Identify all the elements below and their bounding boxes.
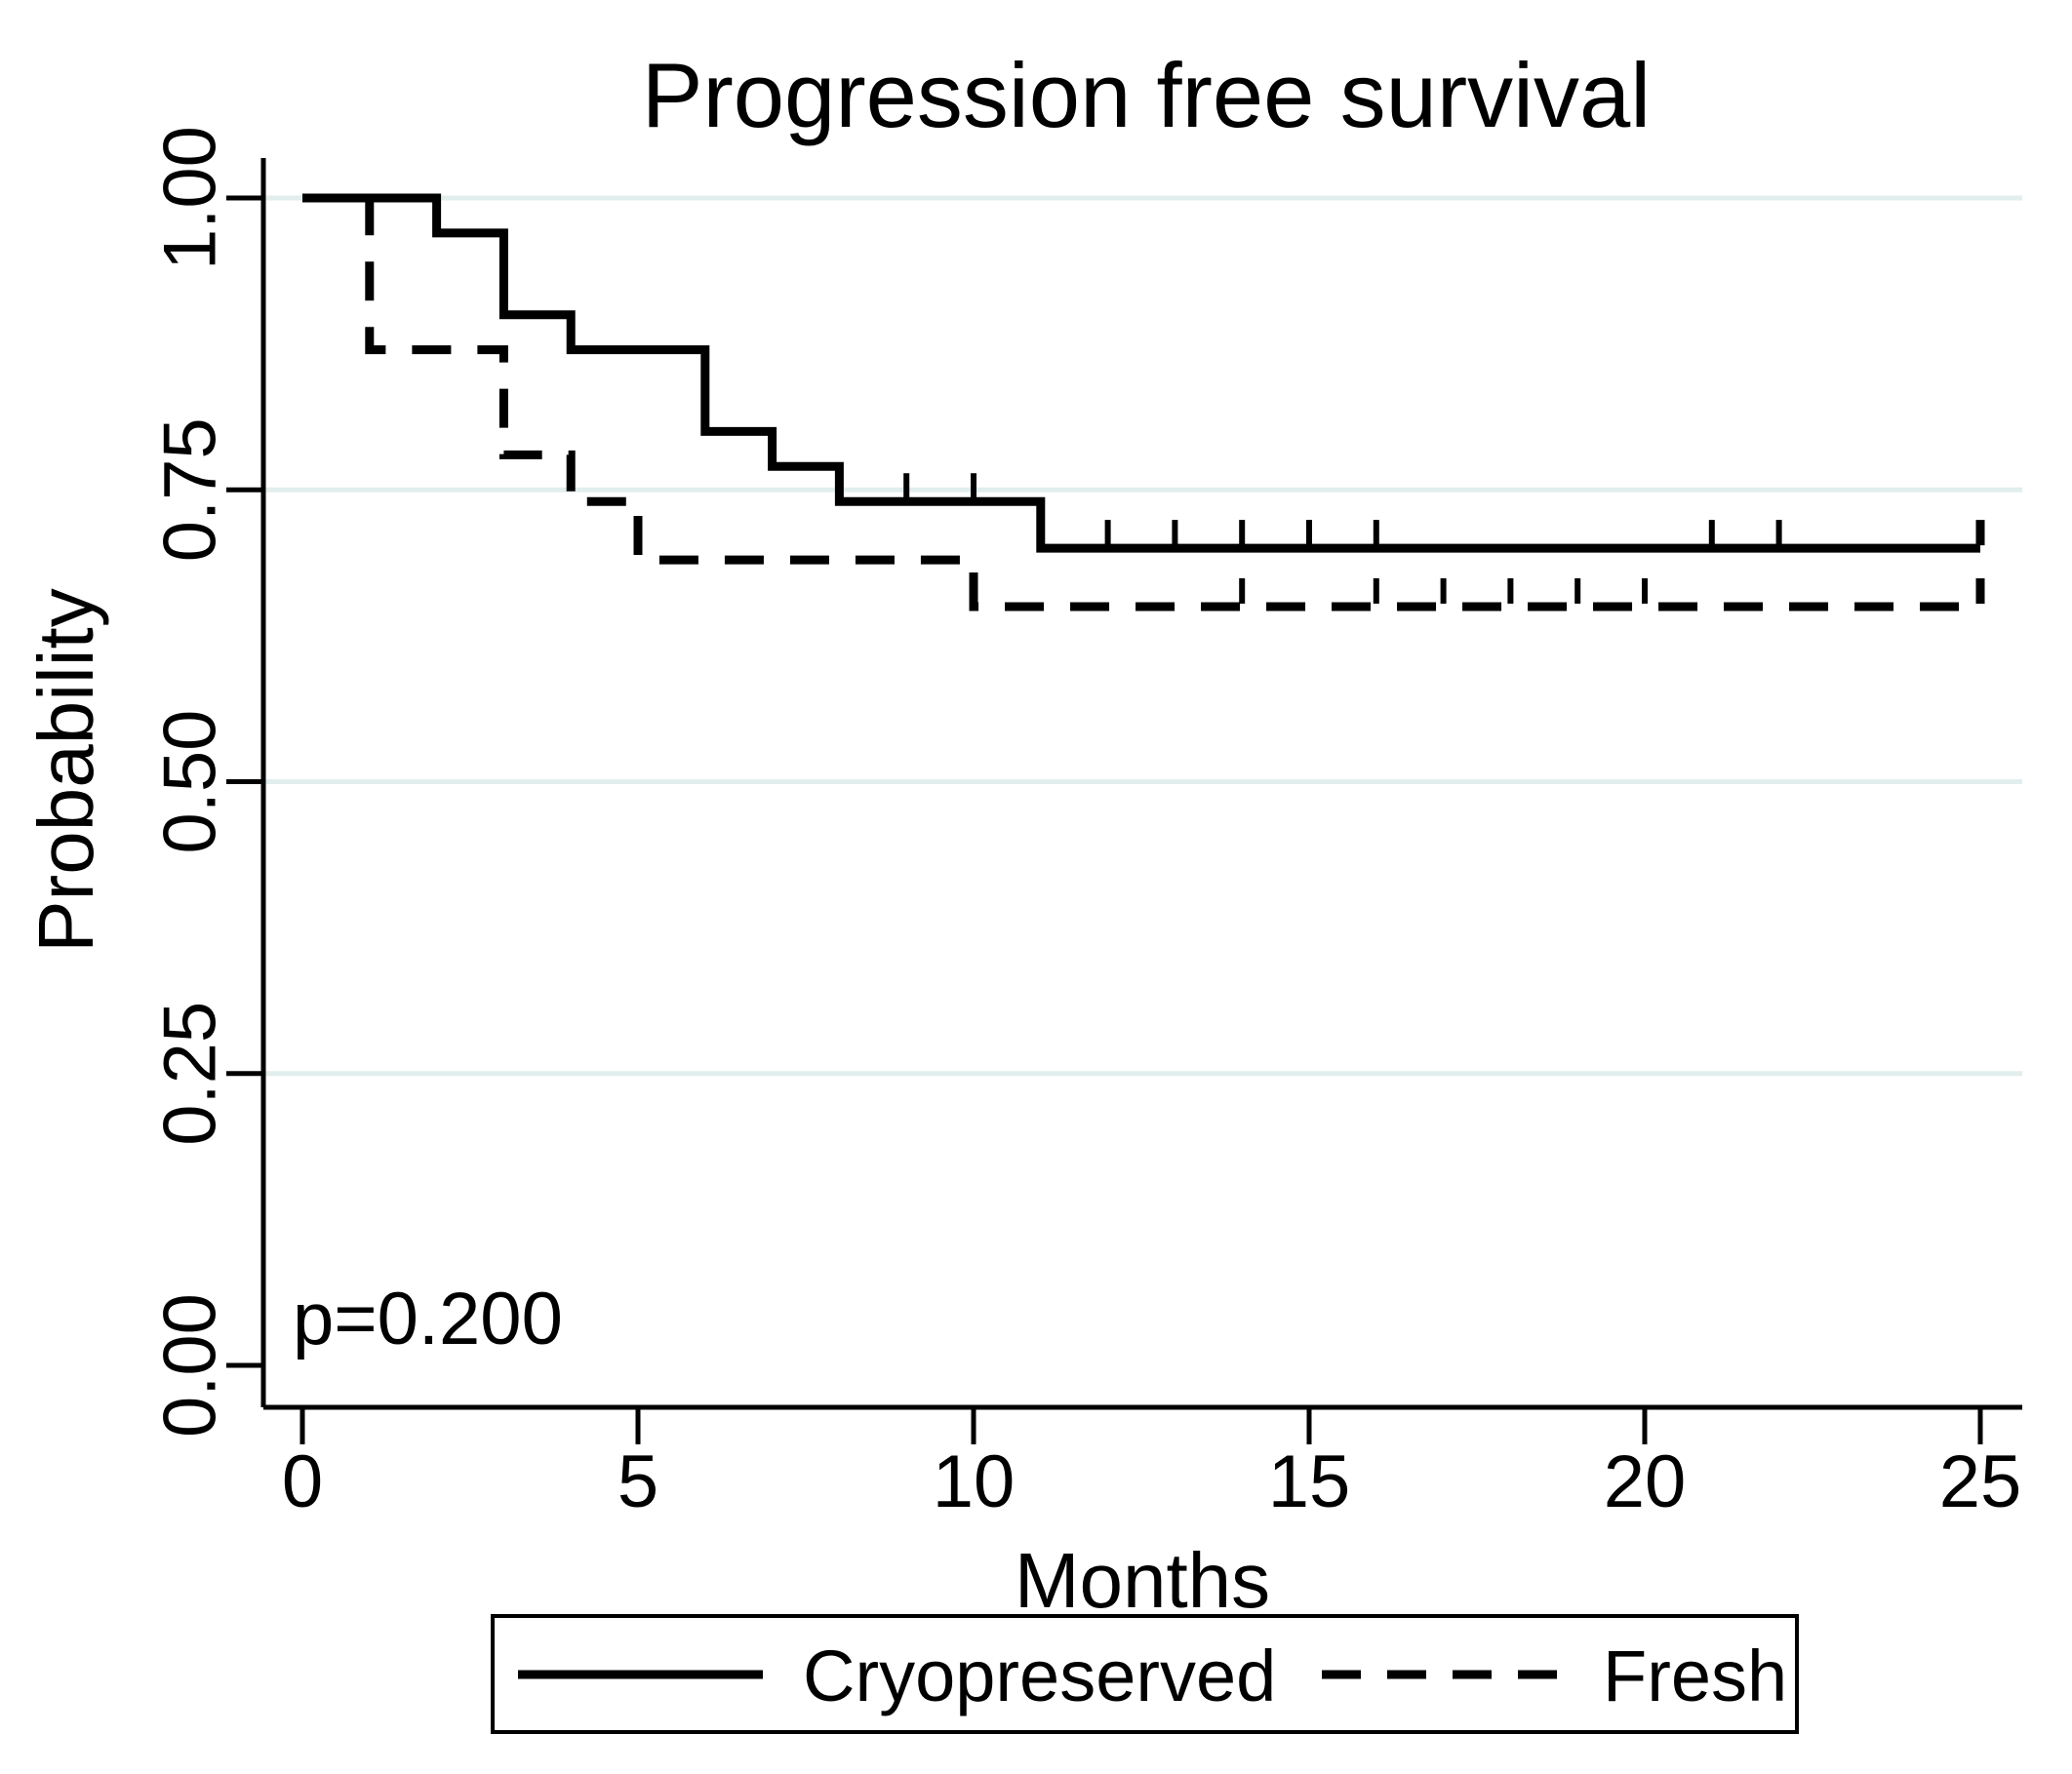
- series-curves: [302, 193, 1985, 611]
- y-tick-label: 0.00: [149, 1293, 232, 1438]
- y-tick-label: 1.00: [149, 126, 232, 270]
- x-tick-label: 10: [933, 1440, 1016, 1523]
- legend-label-fresh: Fresh: [1603, 1636, 1787, 1716]
- axes: 0.00 0.25 0.50 0.75 1.00 0 5 10 15 20 25: [149, 126, 2022, 1523]
- legend-label-cryopreserved: Cryopreserved: [803, 1636, 1276, 1716]
- x-tick-label: 25: [1939, 1440, 2022, 1523]
- y-tick-label: 0.25: [149, 1002, 232, 1146]
- x-tick-label: 15: [1268, 1440, 1351, 1523]
- x-tick-label: 0: [282, 1440, 323, 1523]
- y-axis-title: Probability: [22, 588, 109, 953]
- p-value-annotation: p=0.200: [293, 1278, 563, 1360]
- y-tick-label: 0.50: [149, 710, 232, 854]
- chart-title: Progression free survival: [642, 44, 1651, 146]
- x-tick-label: 5: [618, 1440, 658, 1523]
- y-tick-label: 0.75: [149, 417, 232, 562]
- gridlines: [263, 195, 2022, 1077]
- x-axis-title: Months: [1015, 1537, 1270, 1624]
- survival-curve-fresh: [302, 193, 1980, 611]
- legend: Cryopreserved Fresh: [491, 1614, 1799, 1734]
- survival-curve-cryopreserved: [302, 193, 1980, 553]
- x-tick-label: 20: [1604, 1440, 1687, 1523]
